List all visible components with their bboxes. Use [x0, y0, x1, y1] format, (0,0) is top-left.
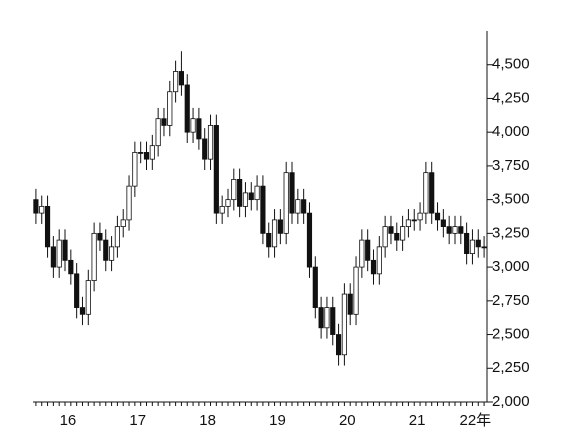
candle-body: [85, 280, 91, 315]
y-tick-label: 2,500: [492, 326, 530, 343]
candle-body: [324, 307, 330, 329]
candle-body: [143, 152, 150, 160]
candle-body: [283, 172, 289, 234]
candle-body: [74, 273, 80, 308]
candle-body: [405, 219, 412, 228]
candle-body: [400, 226, 406, 241]
candle-body: [353, 266, 359, 315]
candle-body: [178, 71, 185, 86]
candle-body: [330, 307, 336, 335]
y-tick-label: 2,250: [492, 359, 530, 376]
candle-body: [190, 118, 196, 133]
candle-body: [365, 239, 371, 261]
candle-body: [62, 239, 68, 261]
candle-body: [225, 199, 231, 207]
candle-body: [50, 246, 56, 268]
candle-body: [306, 212, 313, 268]
x-tick-label: 20: [339, 412, 356, 429]
candle-body: [202, 138, 208, 160]
candle-body: [219, 205, 225, 214]
candle-body: [254, 185, 260, 201]
candle-body: [475, 239, 481, 248]
candle-body: [149, 145, 155, 160]
candle-body: [434, 212, 441, 221]
y-tick-label: 3,500: [492, 191, 530, 208]
candle-body: [39, 205, 45, 214]
candle-body: [458, 226, 464, 234]
candle-body: [33, 199, 39, 214]
candle-body: [301, 199, 307, 214]
candle-body: [108, 246, 115, 261]
candle-body: [481, 246, 487, 249]
candle-body: [341, 293, 347, 356]
candle-body: [469, 239, 476, 254]
candle-body: [359, 239, 365, 268]
candle-body: [56, 239, 62, 268]
candle-body: [173, 71, 179, 93]
candle-body: [429, 172, 435, 214]
candle-body: [347, 293, 353, 315]
candle-body: [242, 192, 249, 207]
candle-body: [464, 232, 470, 254]
x-tick-label: 16: [60, 412, 77, 429]
y-tick-label: 4,500: [492, 56, 530, 73]
y-tick-label: 2,000: [492, 393, 530, 410]
candle-body: [411, 219, 417, 222]
candle-body: [266, 232, 272, 248]
x-tick-label: 18: [199, 412, 216, 429]
candle-body: [295, 199, 301, 214]
candle-body: [248, 192, 254, 201]
candle-body: [277, 219, 283, 234]
y-tick-label: 3,250: [492, 224, 530, 241]
candle-body: [184, 84, 190, 133]
candle-body: [126, 185, 132, 221]
candle-body: [213, 125, 219, 214]
candle-body: [44, 205, 51, 248]
candle-body: [167, 91, 173, 126]
candle-body: [207, 125, 214, 160]
candle-body: [440, 219, 446, 228]
candle-body: [318, 307, 324, 329]
candle-body: [260, 185, 266, 234]
y-tick-label: 2,750: [492, 292, 530, 309]
candle-body: [388, 226, 394, 234]
x-tick-label: 17: [129, 412, 146, 429]
candle-body: [446, 226, 452, 234]
candle-body: [452, 226, 458, 234]
candle-body: [79, 307, 86, 315]
x-tick-label: 19: [269, 412, 286, 429]
candle-body: [103, 239, 109, 261]
y-tick-label: 4,000: [492, 123, 530, 140]
candle-body: [271, 219, 278, 248]
y-tick-label: 3,750: [492, 157, 530, 174]
candle-body: [289, 172, 295, 214]
candle-body: [132, 152, 138, 187]
candle-body: [155, 118, 161, 147]
y-tick-label: 3,000: [492, 258, 530, 275]
candle-body: [196, 118, 202, 140]
y-tick-label: 4,250: [492, 89, 530, 106]
candle-body: [382, 226, 388, 248]
candle-body: [335, 334, 342, 356]
candle-body: [417, 212, 423, 221]
candle-body: [91, 232, 97, 281]
candle-body: [423, 172, 429, 214]
candle-body: [97, 232, 103, 241]
candle-body: [394, 232, 400, 241]
candle-body: [237, 178, 243, 207]
candle-body: [376, 246, 382, 275]
candle-body: [370, 259, 377, 275]
candle-body: [312, 266, 318, 308]
x-tick-label: 21: [409, 412, 426, 429]
x-tick-label: 22年: [460, 412, 492, 429]
candle-body: [138, 152, 144, 154]
candle-body: [231, 178, 237, 201]
candle-body: [68, 259, 74, 275]
candle-body: [120, 219, 126, 228]
candle-body: [161, 118, 167, 126]
candle-body: [114, 226, 120, 248]
